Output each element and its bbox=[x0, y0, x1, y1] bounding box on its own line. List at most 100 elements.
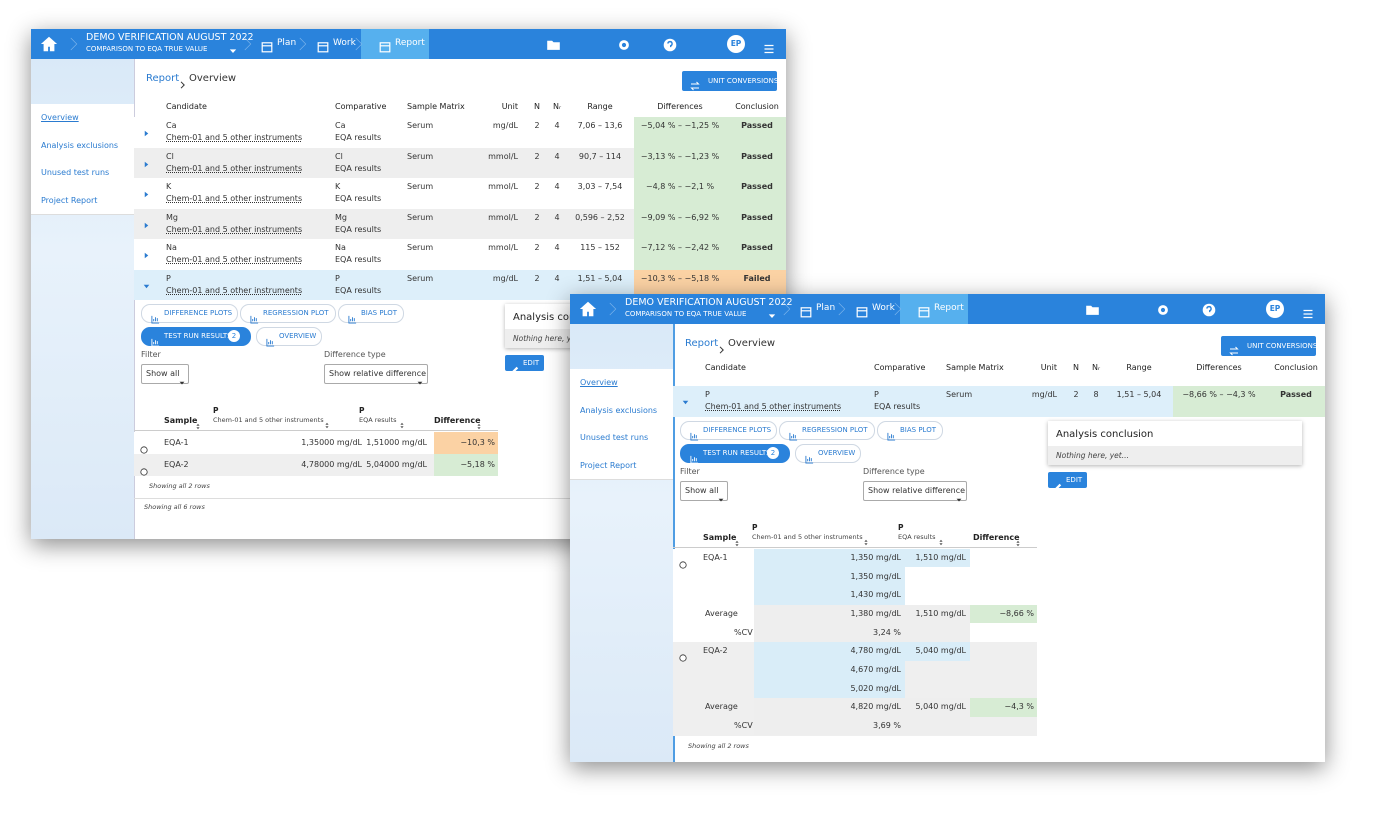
plot-tab[interactable]: DIFFERENCE PLOTS bbox=[141, 304, 238, 324]
overview-tab[interactable]: OVERVIEW bbox=[256, 327, 322, 347]
breadcrumb-chevron-glyph bbox=[299, 37, 307, 51]
results-header[interactable]: P bbox=[359, 406, 365, 415]
sidebar-item[interactable]: Overview bbox=[41, 113, 79, 122]
edit-button[interactable]: EDIT bbox=[1048, 471, 1087, 490]
sort-icon bbox=[475, 416, 483, 430]
row-radio[interactable] bbox=[140, 439, 148, 454]
results-header[interactable]: Difference bbox=[973, 532, 1020, 542]
overview-tab[interactable]: OVERVIEW bbox=[795, 443, 861, 464]
column-header[interactable]: Sample Matrix bbox=[407, 102, 465, 111]
nav-item[interactable]: Plan bbox=[277, 38, 297, 48]
sidebar-item[interactable]: Overview bbox=[580, 378, 618, 387]
plot-tab[interactable]: BIAS PLOT bbox=[338, 304, 404, 324]
sidebar-item[interactable]: Unused test runs bbox=[41, 168, 110, 177]
column-header[interactable]: Range bbox=[1126, 363, 1152, 372]
column-header[interactable]: Nᵣ bbox=[552, 102, 562, 111]
column-header[interactable]: Unit bbox=[1040, 363, 1057, 372]
edit-button[interactable]: EDIT bbox=[505, 355, 544, 374]
column-header[interactable]: Differences bbox=[1196, 363, 1242, 372]
results-header[interactable]: P bbox=[752, 522, 758, 532]
help-icon[interactable] bbox=[1202, 302, 1216, 317]
results-header[interactable]: P bbox=[898, 522, 904, 532]
report-tab-bg bbox=[361, 29, 429, 59]
avatar[interactable]: EP bbox=[727, 35, 745, 53]
folder-icon[interactable] bbox=[546, 37, 561, 51]
difference-type-select[interactable]: Show relative difference bbox=[863, 480, 967, 501]
table-footer: Showing all 6 rows bbox=[144, 503, 205, 511]
folder-icon[interactable] bbox=[1085, 302, 1100, 316]
nav-item[interactable]: Work bbox=[872, 303, 895, 313]
column-header[interactable]: N bbox=[1073, 363, 1079, 372]
dropdown-caret[interactable] bbox=[768, 305, 776, 318]
filter-select[interactable]: Show all bbox=[680, 480, 728, 501]
nav-item[interactable]: Report bbox=[395, 38, 425, 48]
row-radio[interactable] bbox=[679, 647, 687, 662]
sidebar-item[interactable]: Analysis exclusions bbox=[41, 140, 119, 150]
sidebar-item[interactable]: Project Report bbox=[580, 460, 637, 470]
difference-type-select[interactable]: Show relative difference bbox=[324, 364, 428, 385]
plot-tab[interactable]: DIFFERENCE PLOTS bbox=[680, 420, 777, 441]
column-header[interactable]: Nᵣ bbox=[1091, 363, 1101, 372]
menu-icon[interactable] bbox=[1303, 304, 1313, 319]
column-header[interactable]: Differences bbox=[657, 102, 703, 111]
column-header[interactable]: Unit bbox=[501, 102, 518, 111]
results-row[interactable] bbox=[134, 432, 498, 454]
project-title[interactable]: DEMO VERIFICATION AUGUST 2022 bbox=[86, 32, 254, 43]
column-header[interactable]: Conclusion bbox=[735, 102, 779, 111]
unit-conversions-button[interactable]: UNIT CONVERSIONS bbox=[682, 71, 778, 91]
candidate-value: 4,670 mg/dL bbox=[850, 665, 901, 675]
plot-tab[interactable]: BIAS PLOT bbox=[877, 420, 943, 441]
expand-arrow[interactable] bbox=[143, 244, 150, 259]
results-row[interactable] bbox=[134, 454, 498, 476]
sidebar-item[interactable]: Unused test runs bbox=[580, 433, 649, 442]
collapse-arrow[interactable] bbox=[143, 275, 150, 288]
filter-select[interactable]: Show all bbox=[141, 364, 189, 385]
help-icon[interactable] bbox=[663, 37, 677, 52]
breadcrumb-link[interactable]: Report bbox=[146, 73, 180, 84]
breadcrumb-link[interactable]: Report bbox=[685, 338, 719, 349]
results-tab[interactable]: TEST RUN RESULTS 2 bbox=[141, 327, 251, 347]
column-header[interactable]: N bbox=[534, 102, 540, 111]
results-tab[interactable]: TEST RUN RESULTS 2 bbox=[680, 443, 790, 464]
results-header[interactable]: Difference bbox=[434, 416, 481, 425]
expand-arrow[interactable] bbox=[143, 183, 150, 198]
column-header[interactable]: Comparative bbox=[874, 363, 926, 372]
results-header[interactable]: P bbox=[213, 406, 219, 415]
expand-arrow[interactable] bbox=[143, 153, 150, 167]
column-header[interactable]: Conclusion bbox=[1274, 363, 1318, 372]
collapse-arrow[interactable] bbox=[682, 391, 689, 405]
settings-icon[interactable] bbox=[617, 37, 631, 51]
menu-icon[interactable] bbox=[764, 39, 774, 54]
column-header[interactable]: Sample Matrix bbox=[946, 363, 1004, 372]
value-cell-bg bbox=[905, 548, 970, 568]
summary-candidate: 4,820 mg/dL bbox=[850, 702, 901, 712]
unit-conversions-button[interactable]: UNIT CONVERSIONS bbox=[1221, 336, 1317, 356]
column-header[interactable]: Candidate bbox=[166, 102, 207, 111]
sidebar-item[interactable]: Analysis exclusions bbox=[580, 405, 658, 415]
project-title[interactable]: DEMO VERIFICATION AUGUST 2022 bbox=[625, 297, 793, 308]
plot-tab[interactable]: REGRESSION PLOT bbox=[240, 304, 336, 324]
home-icon[interactable] bbox=[579, 300, 597, 318]
column-header[interactable]: Comparative bbox=[335, 102, 387, 111]
home-icon-glyph bbox=[40, 36, 58, 52]
nav-item[interactable]: Report bbox=[934, 303, 964, 313]
column-header[interactable]: Candidate bbox=[705, 363, 746, 372]
nav-item[interactable]: Work bbox=[333, 38, 356, 48]
results-header[interactable]: Sample bbox=[703, 532, 737, 542]
dropdown-caret[interactable] bbox=[229, 40, 237, 53]
row-radio[interactable] bbox=[679, 554, 687, 569]
expand-arrow[interactable] bbox=[143, 214, 150, 228]
avatar[interactable]: EP bbox=[1266, 300, 1284, 318]
column-header[interactable]: Range bbox=[587, 102, 613, 111]
expand-arrow[interactable] bbox=[143, 122, 150, 137]
settings-icon[interactable] bbox=[1156, 302, 1170, 316]
row-radio[interactable] bbox=[140, 461, 148, 476]
home-icon[interactable] bbox=[40, 35, 58, 53]
tab-icon-glyph bbox=[690, 455, 699, 464]
sidebar-item[interactable]: Project Report bbox=[41, 195, 98, 205]
results-header[interactable]: Sample bbox=[164, 416, 198, 425]
nav-item[interactable]: Plan bbox=[816, 303, 836, 313]
plot-tab[interactable]: REGRESSION PLOT bbox=[779, 420, 875, 441]
nr: 4 bbox=[554, 243, 560, 252]
